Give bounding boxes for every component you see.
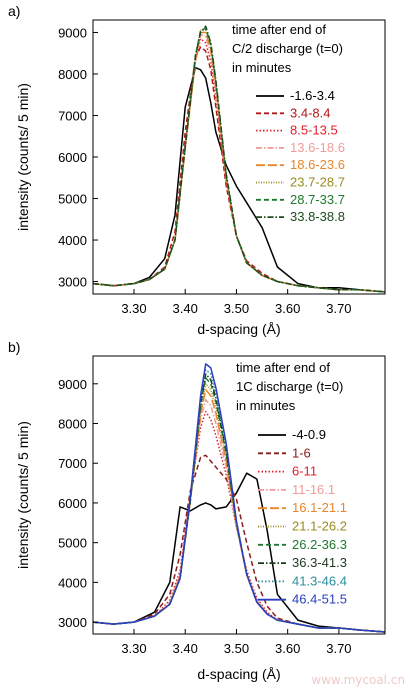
x-axis-title: d-spacing (Å) <box>197 321 280 337</box>
y-tick-label: 6000 <box>58 150 87 165</box>
legend-title-line: time after end of <box>232 22 326 37</box>
legend-label: 33.8-38.8 <box>290 209 345 224</box>
legend-label: 3.4-8.4 <box>290 105 330 120</box>
legend-label: 26.2-36.3 <box>292 537 347 552</box>
chart-panel-1: b) 3.30 3.40 3.50 3.60 3.70 3000 4000 5000 6000 70… <box>8 339 386 682</box>
x-tick-label: 3.60 <box>275 641 300 656</box>
legend-title-line: C/2 discharge (t=0) <box>232 41 343 56</box>
legend-label: 28.7-33.7 <box>290 192 345 207</box>
legend-label: 1-6 <box>292 445 311 460</box>
series-line-1 <box>92 46 386 293</box>
x-tick-label: 3.30 <box>121 641 146 656</box>
series-line-3 <box>92 398 386 633</box>
legend-label: -4-0.9 <box>292 427 326 442</box>
legend-label: 8.5-13.5 <box>290 123 338 138</box>
panel-label: b) <box>8 339 20 355</box>
y-tick-label: 3000 <box>58 615 87 630</box>
series-line-9 <box>92 363 386 633</box>
y-tick-label: 4000 <box>58 233 87 248</box>
y-tick-label: 3000 <box>58 275 87 290</box>
y-tick-label: 8000 <box>58 67 87 82</box>
series-line-1 <box>92 454 386 633</box>
legend-title-line: time after end of <box>236 360 330 375</box>
legend-label: 13.6-18.6 <box>290 140 345 155</box>
x-tick-label: 3.70 <box>326 301 351 316</box>
y-tick-label: 5000 <box>58 536 87 551</box>
legend-label: 21.1-26.2 <box>292 519 347 534</box>
x-tick-label: 3.40 <box>173 301 198 316</box>
legend-label: 16.1-21.1 <box>292 500 347 515</box>
legend-label: 18.6-23.6 <box>290 157 345 172</box>
plot-frame <box>92 355 386 635</box>
x-tick-label: 3.50 <box>224 641 249 656</box>
legend-label: 11-16.1 <box>292 482 335 497</box>
legend-label: -1.6-3.4 <box>290 88 335 103</box>
x-axis-title: d-spacing (Å) <box>197 666 280 682</box>
y-tick-label: 5000 <box>58 192 87 207</box>
y-axis-title: intensity (counts/ 5 min) <box>15 421 31 569</box>
legend-label: 6-11 <box>292 464 317 479</box>
legend-label: 23.7-28.7 <box>290 175 345 190</box>
x-tick-label: 3.70 <box>326 641 351 656</box>
legend-title-line: in minutes <box>232 60 292 75</box>
x-tick-label: 3.30 <box>121 301 146 316</box>
y-tick-label: 6000 <box>58 496 87 511</box>
legend-label: 46.4-51.5 <box>292 592 347 607</box>
y-tick-label: 8000 <box>58 417 87 432</box>
y-axis-title: intensity (counts/ 5 min) <box>15 83 31 231</box>
x-tick-label: 3.60 <box>275 301 300 316</box>
legend-title-line: 1C discharge (t=0) <box>236 379 343 394</box>
legend-title-line: in minutes <box>236 398 296 413</box>
y-tick-label: 9000 <box>58 377 87 392</box>
y-tick-label: 7000 <box>58 108 87 123</box>
panel-label: a) <box>8 3 20 19</box>
chart-panel-0: a) 3.30 3.40 3.50 3.60 3.70 3000 4000 5000 6000 70… <box>8 3 386 337</box>
legend-label: 41.3-46.4 <box>292 573 347 588</box>
y-tick-label: 7000 <box>58 456 87 471</box>
series-line-2 <box>92 37 386 293</box>
y-tick-label: 9000 <box>58 25 87 40</box>
series-line-7 <box>92 25 386 293</box>
series-line-0 <box>92 66 386 293</box>
x-tick-label: 3.40 <box>173 641 198 656</box>
series-line-0 <box>92 472 386 633</box>
watermark: www.mycoal.cn <box>311 673 405 687</box>
y-tick-label: 4000 <box>58 575 87 590</box>
legend-label: 36.3-41.3 <box>292 555 347 570</box>
x-tick-label: 3.50 <box>224 301 249 316</box>
